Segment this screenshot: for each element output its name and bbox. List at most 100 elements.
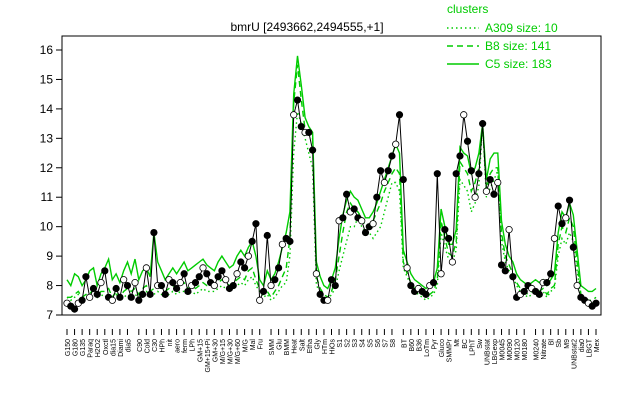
data-point (180, 270, 188, 278)
x-tick-label: M0090 (507, 339, 514, 361)
data-point (240, 264, 249, 272)
x-tick-label: S1 (337, 339, 344, 348)
y-tick-label: 16 (40, 43, 54, 57)
data-point (169, 279, 177, 287)
data-point (433, 170, 441, 178)
data-point (195, 273, 203, 281)
x-tick-label: BC (462, 339, 469, 349)
legend-entry: A309 size: 10 (485, 21, 558, 35)
data-point (248, 237, 256, 245)
data-point (278, 240, 286, 248)
data-point (131, 279, 139, 287)
x-tick-label: Gluco (439, 339, 446, 357)
data-point (501, 267, 509, 275)
data-point (380, 178, 388, 187)
x-tick-label: S3 (352, 339, 359, 348)
x-tick-label: M/G+15 (220, 339, 227, 364)
data-point (297, 122, 305, 131)
chart-title: bmrU [2493662,2494555,+1] (230, 20, 383, 34)
data-point (89, 284, 98, 293)
data-point (331, 281, 339, 290)
data-point (339, 214, 347, 222)
data-point (78, 296, 86, 304)
x-tick-label: UNBstat (484, 339, 491, 365)
y-tick-label: 7 (46, 308, 53, 322)
x-tick-label: HTm (322, 339, 329, 354)
x-tick-label: S7 (382, 339, 389, 348)
y-tick-label: 14 (40, 102, 54, 116)
data-point (569, 243, 577, 251)
data-point (482, 187, 491, 195)
x-tick-label: M0240 (534, 339, 541, 361)
data-point (343, 190, 351, 198)
data-point (467, 167, 475, 175)
data-point (437, 270, 445, 278)
data-point (520, 287, 528, 296)
data-point (441, 226, 449, 234)
data-point (229, 281, 237, 290)
x-tick-label: Heat (292, 339, 299, 354)
plot-frame (61, 35, 602, 316)
data-point (305, 128, 313, 137)
data-point (361, 228, 370, 237)
data-point (82, 273, 90, 281)
data-point (161, 290, 169, 298)
data-point (237, 258, 245, 266)
data-point (70, 305, 79, 313)
data-point (274, 264, 283, 272)
data-point (535, 290, 543, 298)
cluster-line (67, 64, 597, 301)
x-tick-label: BMM (284, 339, 291, 356)
data-point (554, 202, 562, 210)
x-tick-label: M9 (564, 339, 571, 349)
data-point (112, 284, 120, 293)
x-tick-label: Sb (556, 339, 563, 348)
data-point (97, 279, 105, 287)
y-tick-label: 11 (41, 190, 54, 204)
x-tick-label: dia0 (579, 339, 586, 352)
data-point (407, 281, 415, 290)
x-tick-label: Mal (250, 339, 257, 351)
x-tick-label: S8 (390, 339, 397, 348)
x-tick-label: Salt (299, 339, 306, 351)
y-tick-label: 10 (40, 220, 54, 234)
x-tick-label: Mex (594, 339, 601, 353)
data-point (184, 287, 192, 296)
data-point (150, 228, 158, 237)
x-tick-label: Diami (118, 339, 125, 357)
data-point (422, 290, 430, 298)
y-tick-label: 13 (40, 131, 54, 145)
data-point (490, 190, 498, 198)
data-point (497, 261, 506, 269)
data-point (146, 290, 154, 298)
data-point (399, 175, 407, 184)
x-tick-label: SMM (269, 339, 276, 356)
data-point (573, 281, 581, 290)
data-point (494, 178, 502, 187)
x-tick-label: dia15 (110, 339, 117, 356)
data-point (312, 270, 320, 278)
x-tick-label: LPh (190, 339, 197, 352)
x-tick-label: Paraq (88, 339, 95, 358)
data-point (244, 252, 252, 260)
data-point (138, 290, 147, 298)
data-point (479, 120, 487, 128)
y-tick-label: 9 (46, 249, 53, 263)
data-point (252, 220, 260, 228)
data-point (543, 279, 551, 287)
data-point (358, 217, 366, 225)
data-point (210, 281, 218, 290)
x-tick-label: GM+15+Pi (205, 339, 212, 373)
x-tick-label: S2 (345, 339, 352, 348)
data-point (293, 96, 302, 104)
x-tick-label: B36 (416, 339, 423, 352)
x-tick-label: LPhT (469, 338, 476, 355)
x-tick-label: G150 (65, 339, 72, 356)
data-point (286, 237, 294, 245)
x-tick-label: HPh (159, 339, 166, 353)
x-tick-label: Glu (277, 339, 284, 350)
x-tick-label: G180 (73, 339, 80, 356)
data-point (316, 290, 324, 298)
data-point (350, 205, 358, 213)
